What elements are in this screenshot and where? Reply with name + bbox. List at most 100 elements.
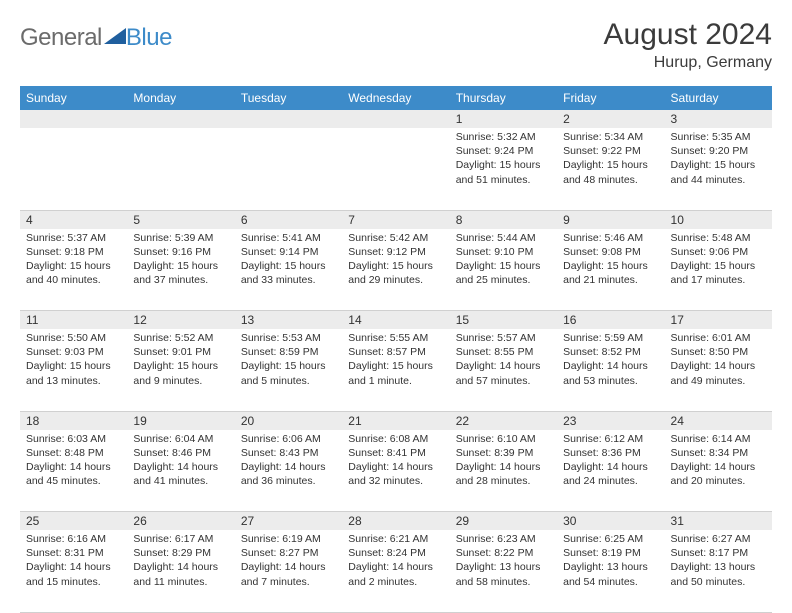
day-number: 1 [450,110,557,128]
day-cell [342,128,449,210]
day-cell: Sunrise: 5:53 AMSunset: 8:59 PMDaylight:… [235,329,342,411]
day-content: Sunrise: 6:10 AMSunset: 8:39 PMDaylight:… [456,432,551,489]
day-number-row: 18192021222324 [20,411,772,430]
day-cell: Sunrise: 6:14 AMSunset: 8:34 PMDaylight:… [665,430,772,512]
day-cell: Sunrise: 6:10 AMSunset: 8:39 PMDaylight:… [450,430,557,512]
day-number: 2 [557,110,664,128]
day-content-row: Sunrise: 6:03 AMSunset: 8:48 PMDaylight:… [20,430,772,512]
day-cell: Sunrise: 5:41 AMSunset: 9:14 PMDaylight:… [235,229,342,311]
day-content: Sunrise: 5:35 AMSunset: 9:20 PMDaylight:… [671,130,766,187]
day-number: 23 [557,411,664,430]
day-cell [127,128,234,210]
day-number-row: 123 [20,110,772,128]
day-number: 7 [342,210,449,229]
day-content: Sunrise: 5:50 AMSunset: 9:03 PMDaylight:… [26,331,121,388]
day-cell: Sunrise: 5:55 AMSunset: 8:57 PMDaylight:… [342,329,449,411]
day-cell: Sunrise: 6:23 AMSunset: 8:22 PMDaylight:… [450,530,557,612]
day-number: 10 [665,210,772,229]
day-cell: Sunrise: 5:48 AMSunset: 9:06 PMDaylight:… [665,229,772,311]
day-cell: Sunrise: 5:57 AMSunset: 8:55 PMDaylight:… [450,329,557,411]
day-header: Saturday [665,86,772,110]
day-content: Sunrise: 5:39 AMSunset: 9:16 PMDaylight:… [133,231,228,288]
day-header-row: SundayMondayTuesdayWednesdayThursdayFrid… [20,86,772,110]
page-title: August 2024 [604,18,772,52]
day-cell: Sunrise: 6:27 AMSunset: 8:17 PMDaylight:… [665,530,772,612]
day-content: Sunrise: 5:52 AMSunset: 9:01 PMDaylight:… [133,331,228,388]
day-content: Sunrise: 6:17 AMSunset: 8:29 PMDaylight:… [133,532,228,589]
day-content: Sunrise: 5:42 AMSunset: 9:12 PMDaylight:… [348,231,443,288]
day-cell: Sunrise: 5:44 AMSunset: 9:10 PMDaylight:… [450,229,557,311]
day-number: 15 [450,311,557,330]
day-number [20,110,127,128]
logo-text-a: General [20,24,102,52]
day-content: Sunrise: 6:23 AMSunset: 8:22 PMDaylight:… [456,532,551,589]
day-cell: Sunrise: 5:37 AMSunset: 9:18 PMDaylight:… [20,229,127,311]
day-cell [235,128,342,210]
day-content: Sunrise: 5:37 AMSunset: 9:18 PMDaylight:… [26,231,121,288]
day-number [342,110,449,128]
day-number: 11 [20,311,127,330]
day-content: Sunrise: 6:19 AMSunset: 8:27 PMDaylight:… [241,532,336,589]
day-content: Sunrise: 5:55 AMSunset: 8:57 PMDaylight:… [348,331,443,388]
title-block: August 2024 Hurup, Germany [604,18,772,72]
day-content-row: Sunrise: 5:37 AMSunset: 9:18 PMDaylight:… [20,229,772,311]
day-number: 16 [557,311,664,330]
day-cell: Sunrise: 5:52 AMSunset: 9:01 PMDaylight:… [127,329,234,411]
day-content-row: Sunrise: 5:50 AMSunset: 9:03 PMDaylight:… [20,329,772,411]
day-header: Monday [127,86,234,110]
day-cell: Sunrise: 6:04 AMSunset: 8:46 PMDaylight:… [127,430,234,512]
day-number [127,110,234,128]
day-number: 19 [127,411,234,430]
day-cell: Sunrise: 5:59 AMSunset: 8:52 PMDaylight:… [557,329,664,411]
day-cell: Sunrise: 5:42 AMSunset: 9:12 PMDaylight:… [342,229,449,311]
day-cell: Sunrise: 6:16 AMSunset: 8:31 PMDaylight:… [20,530,127,612]
day-content: Sunrise: 5:57 AMSunset: 8:55 PMDaylight:… [456,331,551,388]
day-content: Sunrise: 5:53 AMSunset: 8:59 PMDaylight:… [241,331,336,388]
day-number: 3 [665,110,772,128]
triangle-icon [104,28,126,49]
day-number: 18 [20,411,127,430]
day-content-row: Sunrise: 6:16 AMSunset: 8:31 PMDaylight:… [20,530,772,612]
day-number [235,110,342,128]
day-number: 24 [665,411,772,430]
day-cell: Sunrise: 6:08 AMSunset: 8:41 PMDaylight:… [342,430,449,512]
day-cell: Sunrise: 6:25 AMSunset: 8:19 PMDaylight:… [557,530,664,612]
day-content: Sunrise: 6:12 AMSunset: 8:36 PMDaylight:… [563,432,658,489]
day-number: 30 [557,512,664,531]
day-number-row: 25262728293031 [20,512,772,531]
day-cell: Sunrise: 6:03 AMSunset: 8:48 PMDaylight:… [20,430,127,512]
day-number: 17 [665,311,772,330]
day-number: 31 [665,512,772,531]
day-number: 20 [235,411,342,430]
location: Hurup, Germany [604,54,772,72]
day-number: 22 [450,411,557,430]
day-cell: Sunrise: 5:32 AMSunset: 9:24 PMDaylight:… [450,128,557,210]
day-number: 29 [450,512,557,531]
day-header: Friday [557,86,664,110]
day-number: 26 [127,512,234,531]
day-content: Sunrise: 6:16 AMSunset: 8:31 PMDaylight:… [26,532,121,589]
day-number: 25 [20,512,127,531]
day-cell: Sunrise: 5:50 AMSunset: 9:03 PMDaylight:… [20,329,127,411]
day-content: Sunrise: 6:21 AMSunset: 8:24 PMDaylight:… [348,532,443,589]
day-cell: Sunrise: 6:06 AMSunset: 8:43 PMDaylight:… [235,430,342,512]
day-content: Sunrise: 6:08 AMSunset: 8:41 PMDaylight:… [348,432,443,489]
day-cell [20,128,127,210]
day-cell: Sunrise: 5:34 AMSunset: 9:22 PMDaylight:… [557,128,664,210]
day-content: Sunrise: 6:01 AMSunset: 8:50 PMDaylight:… [671,331,766,388]
day-number: 21 [342,411,449,430]
day-header: Thursday [450,86,557,110]
logo-text-b: Blue [126,24,172,51]
day-cell: Sunrise: 6:17 AMSunset: 8:29 PMDaylight:… [127,530,234,612]
day-number: 27 [235,512,342,531]
day-cell: Sunrise: 5:46 AMSunset: 9:08 PMDaylight:… [557,229,664,311]
day-content: Sunrise: 6:14 AMSunset: 8:34 PMDaylight:… [671,432,766,489]
day-header: Sunday [20,86,127,110]
day-content: Sunrise: 6:06 AMSunset: 8:43 PMDaylight:… [241,432,336,489]
day-number: 4 [20,210,127,229]
day-number: 6 [235,210,342,229]
day-number: 14 [342,311,449,330]
day-content: Sunrise: 6:25 AMSunset: 8:19 PMDaylight:… [563,532,658,589]
day-header: Tuesday [235,86,342,110]
day-content: Sunrise: 5:41 AMSunset: 9:14 PMDaylight:… [241,231,336,288]
